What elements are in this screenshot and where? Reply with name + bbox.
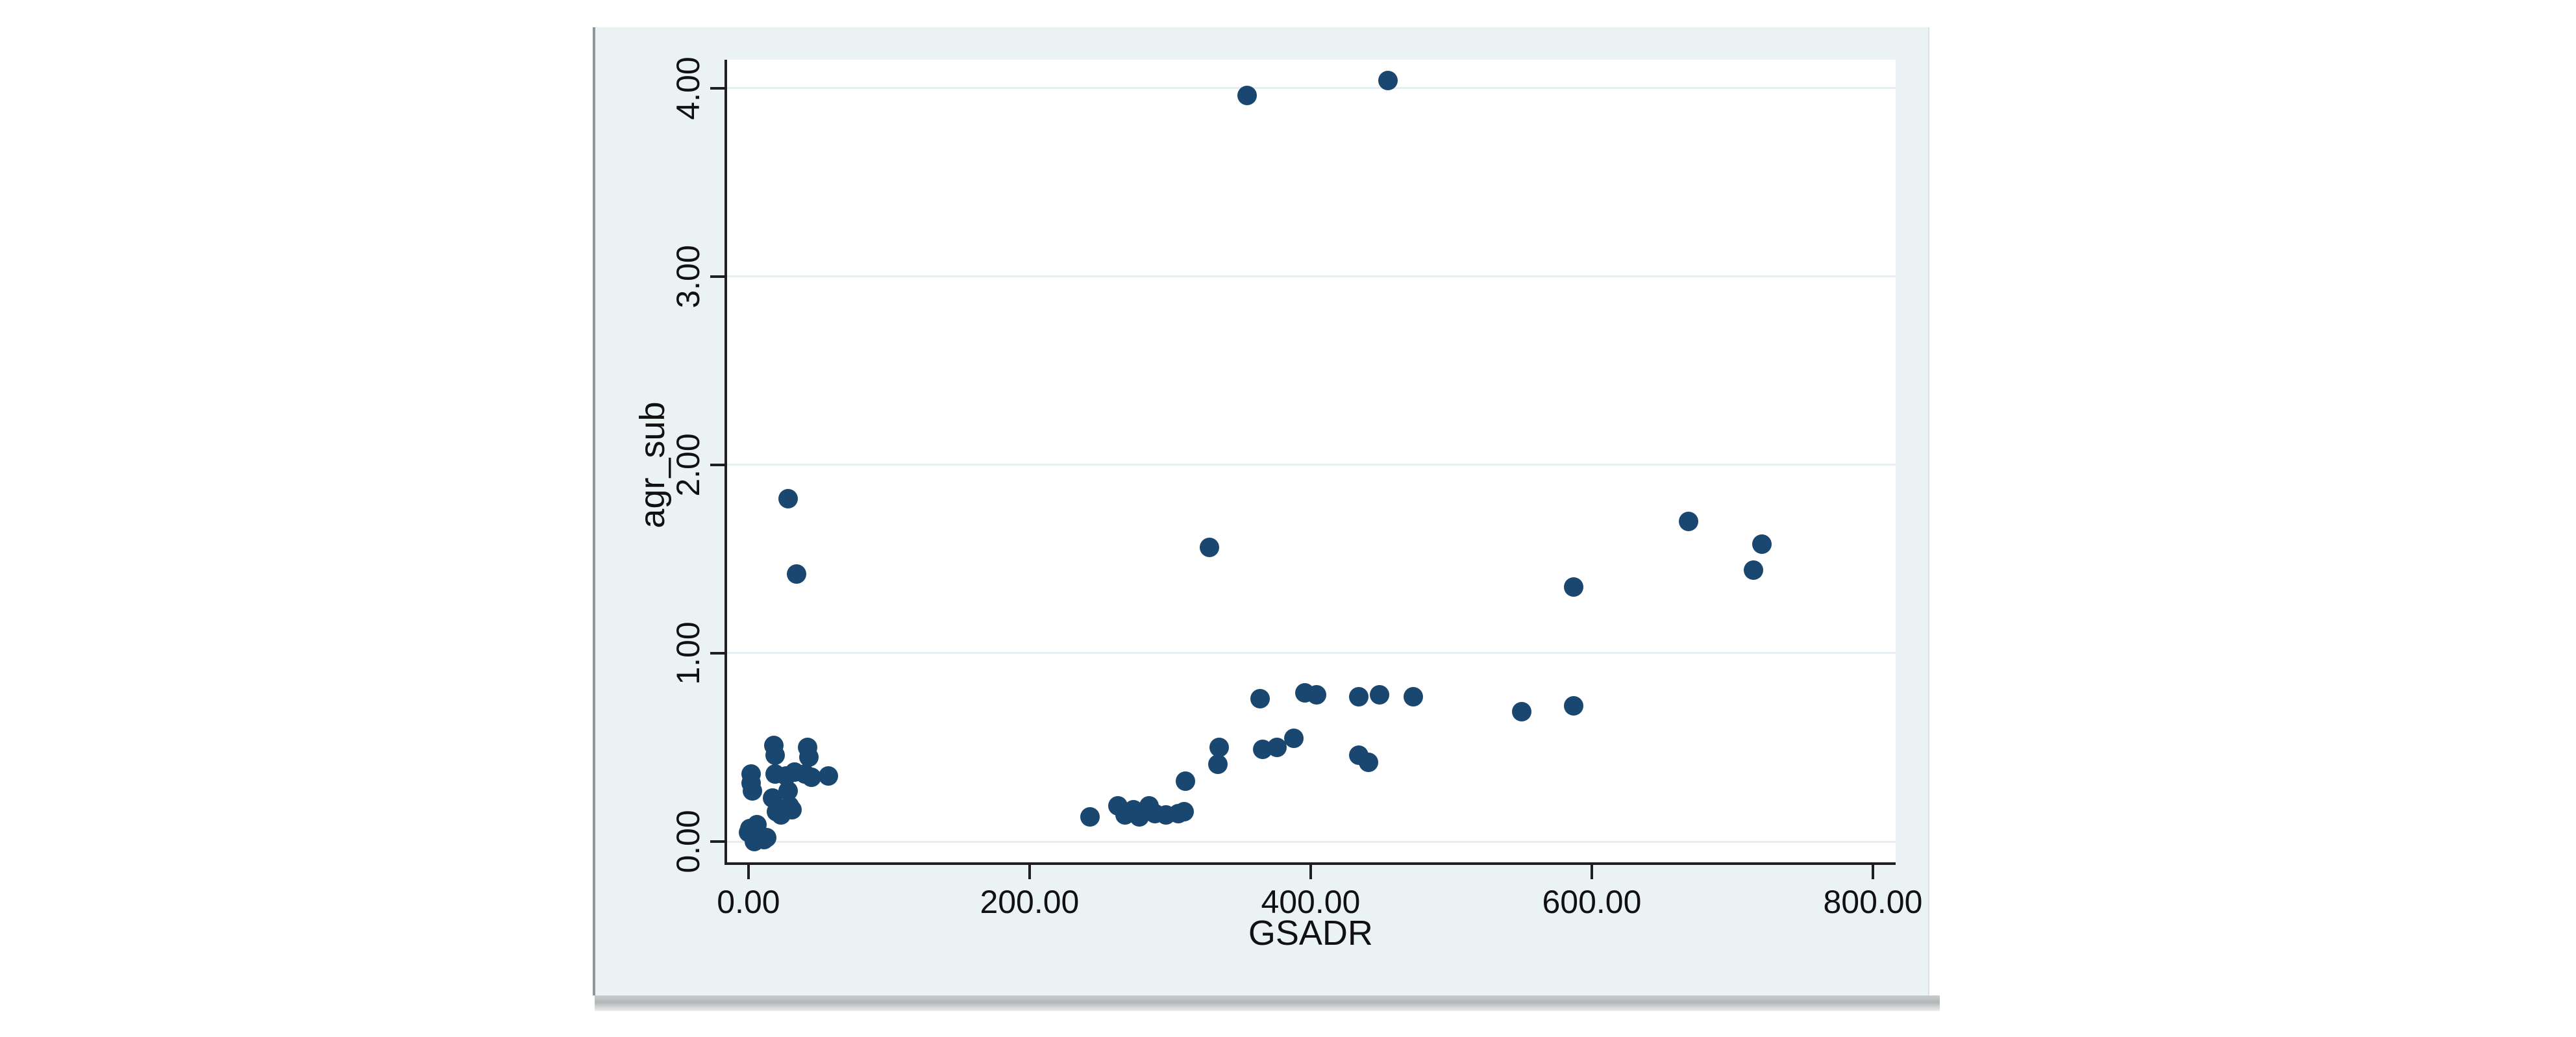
x-tick-mark	[1871, 865, 1874, 879]
chart-right-border	[1928, 27, 1929, 995]
data-point	[1209, 738, 1230, 757]
data-point	[1752, 534, 1772, 554]
chart-drop-shadow	[595, 995, 1940, 1011]
data-point	[1378, 70, 1398, 90]
y-tick-label: 3.00	[670, 244, 706, 308]
data-point	[1267, 738, 1287, 757]
y-tick-label: 0.00	[670, 810, 706, 873]
y-gridline	[727, 275, 1896, 278]
x-tick-mark	[1028, 865, 1031, 879]
y-tick-mark	[710, 463, 724, 466]
x-tick-label: 800.00	[1823, 884, 1923, 920]
data-point	[1306, 684, 1326, 705]
data-point	[1283, 728, 1304, 748]
y-tick-mark	[710, 86, 724, 90]
data-point	[1403, 686, 1423, 706]
data-point	[786, 564, 806, 584]
y-gridline	[727, 464, 1896, 466]
scatter-chart: agr_sub GSADR 0.00 1.00 2.00 3.00 4.00 0.00 20…	[593, 27, 1940, 1011]
data-point	[1250, 688, 1270, 708]
y-gridline	[727, 87, 1896, 90]
data-point	[765, 745, 786, 765]
data-point	[1208, 755, 1228, 775]
y-tick-label: 4.00	[670, 56, 706, 120]
data-point	[1370, 684, 1389, 705]
x-axis-title: GSADR	[1248, 914, 1373, 953]
data-point	[778, 489, 798, 509]
data-point	[1358, 753, 1378, 773]
y-gridline	[727, 840, 1896, 843]
data-point	[1511, 701, 1531, 721]
y-axis-title: agr_sub	[633, 401, 672, 529]
data-point	[1176, 771, 1196, 792]
x-tick-mark	[1590, 865, 1593, 879]
data-point	[743, 781, 763, 801]
data-point	[771, 805, 791, 825]
y-tick-label: 1.00	[670, 621, 706, 685]
data-point	[1348, 686, 1368, 706]
data-point	[1174, 801, 1195, 821]
plot-area: agr_sub GSADR 0.00 1.00 2.00 3.00 4.00 0.00 20…	[633, 56, 1922, 952]
y-tick-mark	[710, 840, 724, 843]
data-point	[799, 747, 819, 767]
data-point	[1237, 86, 1257, 106]
x-tick-label: 400.00	[1261, 884, 1361, 920]
x-tick-label: 0.00	[717, 884, 780, 920]
data-point	[1679, 511, 1699, 531]
data-point	[1563, 577, 1583, 597]
data-point	[1080, 807, 1100, 827]
y-tick-label: 2.00	[670, 433, 706, 497]
x-axis-line	[724, 862, 1896, 865]
x-tick-mark	[1309, 865, 1312, 879]
data-point	[1200, 538, 1220, 558]
chart-left-border	[593, 27, 595, 995]
y-tick-mark	[710, 275, 724, 278]
data-point	[1743, 560, 1763, 581]
y-axis-line	[724, 60, 727, 865]
x-tick-mark	[747, 865, 750, 879]
y-gridline	[727, 652, 1896, 655]
data-point	[802, 768, 822, 788]
y-tick-mark	[710, 651, 724, 655]
data-point	[819, 766, 839, 786]
data-point	[1563, 696, 1583, 716]
data-point	[757, 828, 777, 848]
x-tick-label: 200.00	[980, 884, 1080, 920]
x-tick-label: 600.00	[1542, 884, 1642, 920]
